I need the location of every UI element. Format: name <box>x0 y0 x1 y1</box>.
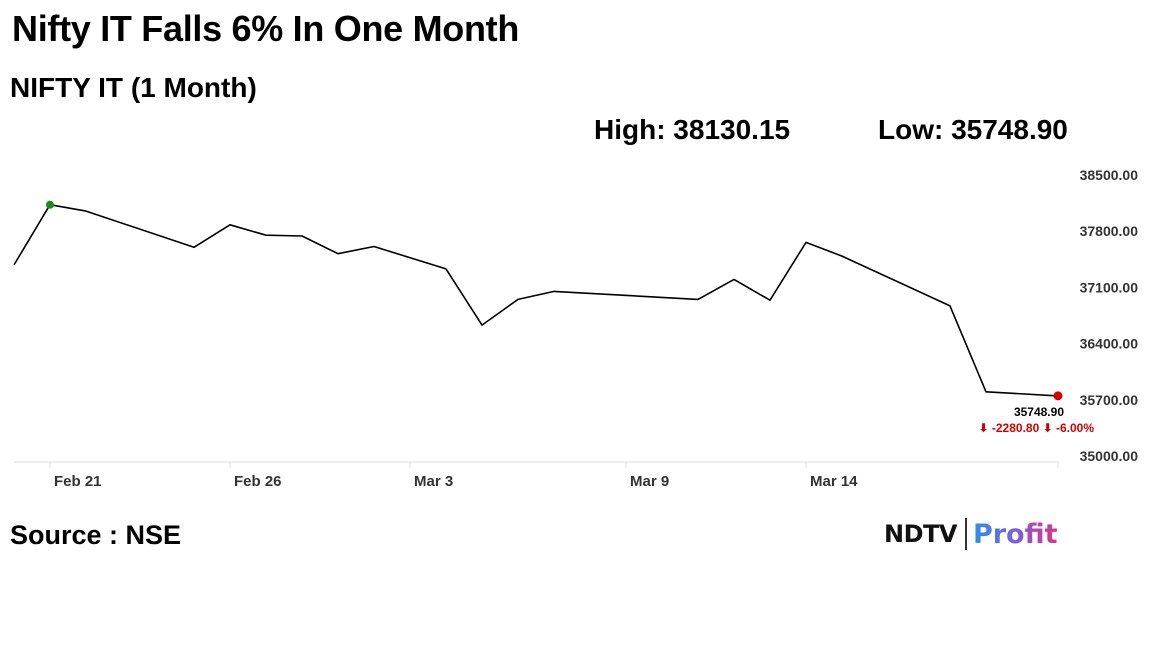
logo-profit-text: Profit <box>972 518 1058 550</box>
high-stat: High: 38130.15 <box>594 114 791 145</box>
logo-divider <box>964 518 967 550</box>
y-tick-label: 37800.00 <box>1080 223 1139 239</box>
x-tick-label: Mar 3 <box>414 473 453 490</box>
x-tick-label: Mar 14 <box>810 473 858 490</box>
y-tick-label: 36400.00 <box>1080 336 1139 352</box>
plot-area <box>13 200 1063 401</box>
high-point-marker <box>46 200 54 209</box>
headline: Nifty IT Falls 6% In One Month <box>12 8 520 49</box>
x-tick-label: Feb 21 <box>54 473 102 490</box>
x-tick-label: Mar 9 <box>630 473 669 490</box>
logo-ndtv-text: NDTV <box>884 520 957 548</box>
x-tick-label: Feb 26 <box>234 473 282 490</box>
source-note: Source : NSE <box>10 520 182 550</box>
low-stat: Low: 35748.90 <box>878 114 1068 145</box>
ndtv-profit-logo: NDTV Profit <box>884 514 1058 554</box>
x-axis: Feb 21 Feb 26 Mar 3 Mar 9 Mar 14 <box>14 461 1059 490</box>
last-value-label: 35748.90 <box>1014 405 1064 419</box>
change-label: ⬇ -2280.80 ⬇ -6.00% <box>978 421 1094 435</box>
y-tick-label: 35700.00 <box>1080 392 1139 408</box>
series-line <box>13 203 1059 397</box>
y-tick-label: 38500.00 <box>1080 167 1139 183</box>
annotations: 35748.90 ⬇ -2280.80 ⬇ -6.00% <box>978 405 1094 435</box>
y-axis: 38500.00 37800.00 37100.00 36400.00 35700.00… <box>1080 167 1139 464</box>
y-tick-label: 35000.00 <box>1080 448 1139 464</box>
y-tick-label: 37100.00 <box>1080 279 1139 295</box>
last-point-marker <box>1053 391 1063 401</box>
chart-subtitle: NIFTY IT (1 Month) <box>10 72 257 103</box>
